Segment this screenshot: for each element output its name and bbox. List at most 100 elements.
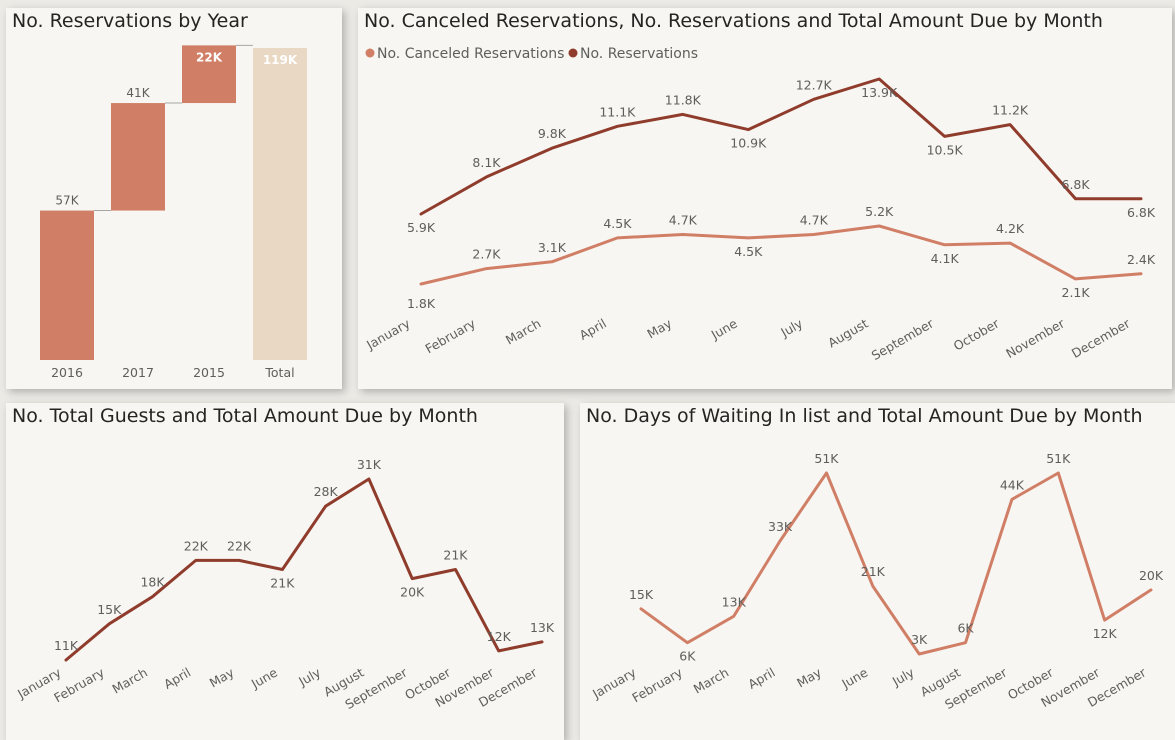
waterfall-data-label: 57K	[55, 194, 79, 208]
data-label: 44K	[1000, 477, 1025, 492]
data-label: 4.7K	[800, 213, 829, 228]
data-label: 51K	[814, 451, 839, 466]
data-label: 20K	[400, 585, 425, 600]
x-tick-label: April	[161, 665, 193, 692]
reservations-line-chart[interactable]: No. Canceled Reservations No. Reservation…	[358, 8, 1172, 389]
x-tick-label: March	[110, 665, 151, 697]
data-label: 4.1K	[931, 251, 960, 266]
data-label: 11.8K	[665, 92, 702, 107]
x-tick-label: August	[825, 316, 870, 351]
legend-label: No. Reservations	[580, 46, 698, 62]
waterfall-chart[interactable]: 57K 2016 41K 2017 22K 2015 119K Total	[6, 8, 342, 389]
data-label: 6.8K	[1062, 177, 1091, 192]
data-label: 21K	[443, 548, 468, 563]
data-label: 15K	[97, 602, 122, 617]
x-tick-label: April	[577, 316, 609, 343]
data-label: 22K	[184, 538, 209, 553]
data-label: 21K	[270, 576, 295, 591]
legend-marker	[365, 48, 375, 58]
x-tick-label: June	[838, 664, 870, 691]
x-tick-label: February	[422, 315, 478, 356]
data-label: 6.8K	[1127, 205, 1156, 220]
data-label: 11.2K	[992, 103, 1029, 118]
legend-marker	[568, 48, 578, 58]
data-label: 22K	[227, 538, 252, 553]
waterfall-category-label: Total	[264, 365, 294, 380]
data-label: 4.5K	[734, 244, 763, 259]
data-label: 12.7K	[796, 77, 833, 92]
data-label: 6K	[957, 621, 974, 636]
x-tick-label: March	[503, 316, 544, 348]
waterfall-data-label: 22K	[196, 50, 223, 64]
x-tick-label: June	[248, 664, 280, 691]
data-label: 11K	[54, 638, 79, 653]
waiting-line-chart[interactable]: 15K6K13K33K51K21K3K6K44K51K12K20KJanuary…	[580, 403, 1175, 740]
series-line-waiting	[639, 471, 1153, 656]
x-tick-label: May	[644, 315, 674, 341]
data-label: 3K	[911, 632, 928, 647]
data-label: 51K	[1046, 451, 1071, 466]
legend-label: No. Canceled Reservations	[377, 46, 564, 62]
panel-title-waiting-by-month: No. Days of Waiting In list and Total Am…	[586, 405, 1143, 427]
data-label: 21K	[861, 564, 886, 579]
waterfall-bar-total	[253, 48, 307, 360]
x-tick-label: March	[691, 665, 732, 697]
x-tick-label: February	[51, 664, 107, 705]
data-label: 5.2K	[865, 204, 894, 219]
x-tick-label: February	[629, 664, 685, 705]
data-label: 13K	[530, 620, 555, 635]
data-label: 28K	[314, 484, 339, 499]
waterfall-category-label: 2017	[122, 365, 154, 380]
data-label: 2.7K	[472, 247, 501, 262]
x-tick-label: May	[794, 664, 824, 690]
waterfall-data-label: 41K	[126, 86, 150, 100]
data-label: 4.2K	[996, 221, 1025, 236]
data-label: 12K	[1093, 626, 1118, 641]
series-line-guests	[64, 477, 544, 662]
data-label: 10.5K	[927, 142, 964, 157]
data-label: 3.1K	[538, 240, 567, 255]
x-tick-label: January	[363, 315, 413, 352]
data-label: 11.1K	[599, 104, 636, 119]
panel-reservations-by-year[interactable]: No. Reservations by Year 57K 2016 41K 2017 2…	[6, 8, 342, 389]
data-label: 2.4K	[1127, 252, 1156, 267]
x-tick-label: December	[1069, 315, 1133, 361]
waterfall-bar-2017	[111, 103, 165, 211]
data-label: 4.7K	[669, 213, 698, 228]
panel-reservations-by-month[interactable]: No. Canceled Reservations, No. Reservati…	[358, 8, 1172, 389]
panel-title-guests-by-month: No. Total Guests and Total Amount Due by…	[12, 405, 478, 427]
x-tick-label: June	[708, 315, 740, 342]
data-label: 4.5K	[603, 216, 632, 231]
panel-guests-by-month[interactable]: No. Total Guests and Total Amount Due by…	[6, 403, 564, 740]
x-tick-label: July	[777, 315, 805, 340]
data-label: 31K	[357, 457, 382, 472]
panel-title-reservations-by-year: No. Reservations by Year	[12, 10, 248, 32]
series-line-reservations	[419, 77, 1143, 216]
data-label: 6K	[679, 649, 696, 664]
x-tick-label: September	[869, 315, 937, 363]
data-label: 1.8K	[407, 296, 436, 311]
waterfall-category-label: 2016	[51, 365, 83, 380]
panel-waiting-by-month[interactable]: No. Days of Waiting In list and Total Am…	[580, 403, 1175, 740]
waterfall-category-label: 2015	[193, 365, 225, 380]
waterfall-data-label: 119K	[263, 53, 298, 67]
series-line-canceled	[419, 224, 1143, 286]
x-tick-label: April	[745, 665, 777, 692]
data-label: 18K	[140, 575, 165, 590]
data-label: 13.9K	[861, 85, 898, 100]
data-label: 12K	[487, 629, 512, 644]
x-tick-label: July	[889, 664, 917, 689]
data-label: 20K	[1139, 568, 1164, 583]
x-tick-label: July	[295, 664, 323, 689]
data-label: 9.8K	[538, 126, 567, 141]
x-tick-label: October	[951, 315, 1003, 353]
x-tick-label: November	[1003, 315, 1068, 361]
data-label: 2.1K	[1062, 285, 1091, 300]
data-label: 8.1K	[472, 155, 501, 170]
data-label: 15K	[629, 587, 654, 602]
data-label: 13K	[722, 594, 747, 609]
panel-title-reservations-by-month: No. Canceled Reservations, No. Reservati…	[364, 10, 1103, 32]
data-label: 5.9K	[407, 220, 436, 235]
x-tick-label: May	[207, 664, 237, 690]
